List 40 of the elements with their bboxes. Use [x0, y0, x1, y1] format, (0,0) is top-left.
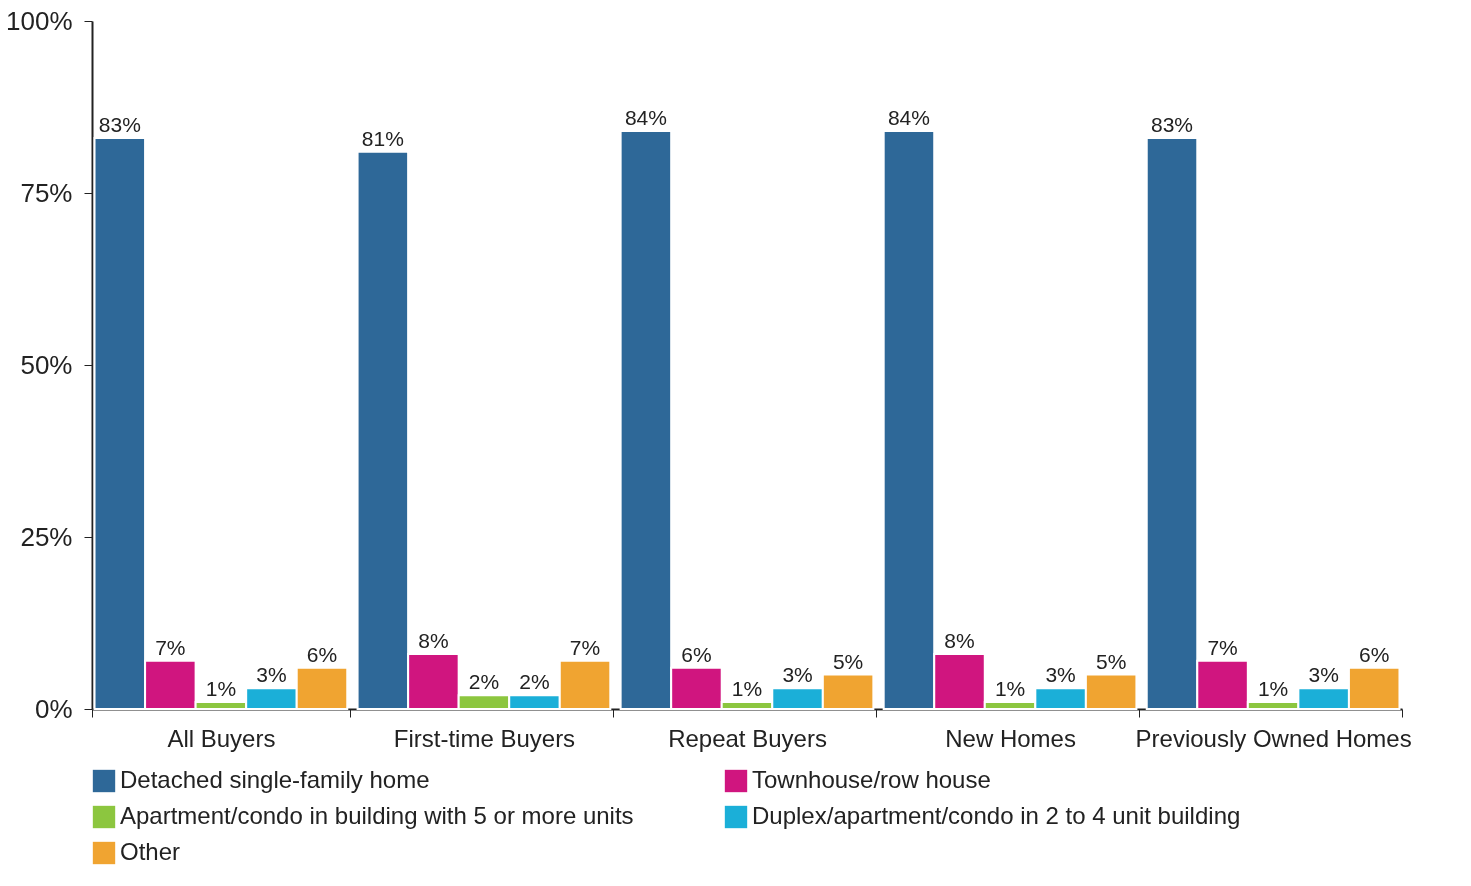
x-tick-label: First-time Buyers	[393, 724, 576, 752]
x-tick-label: Previously Owned Homes	[1135, 724, 1412, 752]
data-label: 84%	[624, 106, 667, 130]
data-label: 8%	[418, 628, 449, 652]
data-label: 83%	[98, 112, 141, 136]
data-label: 2%	[468, 670, 500, 694]
x-tick-label: Repeat Buyers	[668, 724, 827, 752]
legend-label: Detached single-family home	[120, 766, 430, 793]
data-label: 6%	[306, 642, 338, 666]
legend-label: Other	[120, 838, 181, 865]
data-label: 1%	[731, 677, 763, 701]
data-label: 84%	[887, 106, 930, 130]
data-label: 6%	[1359, 642, 1390, 666]
legend-label: Apartment/condo in building with 5 or more units	[120, 802, 634, 829]
x-tick-label: All Buyers	[167, 724, 276, 752]
data-label: 81%	[361, 126, 404, 150]
y-tick-label: 100%	[6, 5, 73, 36]
data-label: 2%	[519, 670, 550, 694]
data-label: 3%	[782, 663, 813, 687]
legend-label: Townhouse/row house	[752, 766, 991, 793]
legend-label: Duplex/apartment/condo in 2 to 4 unit building	[752, 802, 1241, 829]
data-label: 6%	[681, 642, 712, 666]
data-label: 7%	[569, 635, 601, 659]
data-label: 83%	[1150, 112, 1194, 136]
data-label: 5%	[1095, 649, 1127, 673]
data-label: 5%	[832, 649, 864, 673]
data-label: 3%	[1045, 663, 1076, 687]
data-label: 8%	[944, 628, 975, 652]
data-label: 1%	[1257, 677, 1289, 701]
y-tick-label: 0%	[34, 693, 73, 724]
y-tick-label: 75%	[20, 177, 73, 208]
data-label: 3%	[1308, 663, 1339, 687]
data-label: 1%	[205, 677, 237, 701]
data-label: 1%	[994, 677, 1026, 701]
y-tick-label: 50%	[20, 349, 73, 380]
y-tick-label: 25%	[20, 521, 73, 552]
data-label: 7%	[155, 635, 186, 659]
data-label: 3%	[256, 663, 287, 687]
data-label: 7%	[1207, 635, 1238, 659]
x-tick-label: New Homes	[945, 724, 1076, 752]
